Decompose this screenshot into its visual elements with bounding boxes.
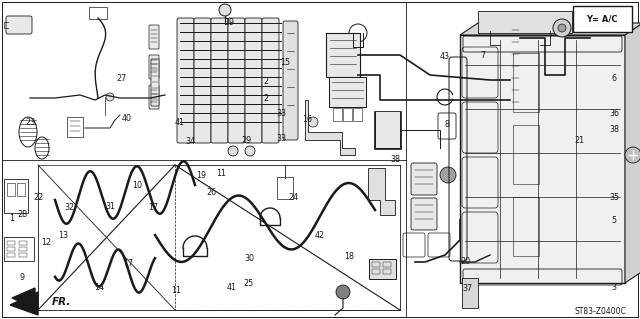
Text: 37: 37 [462,284,472,293]
Text: 41: 41 [174,118,184,127]
FancyBboxPatch shape [329,77,366,107]
Text: 6: 6 [612,74,617,83]
Text: 1: 1 [9,214,14,223]
Circle shape [308,117,318,127]
Text: 8: 8 [444,120,449,129]
Text: 33: 33 [276,134,287,143]
Text: 11: 11 [216,169,226,178]
Circle shape [485,113,495,123]
Text: 20: 20 [461,257,471,266]
Circle shape [553,19,571,37]
Text: 15: 15 [280,58,290,67]
Text: 43: 43 [440,52,450,61]
FancyBboxPatch shape [149,55,159,79]
Text: 33: 33 [276,109,287,118]
Text: 31: 31 [105,202,115,211]
Text: 23: 23 [26,118,36,127]
Circle shape [558,24,566,32]
Circle shape [440,167,456,183]
Text: 24: 24 [288,193,298,202]
Text: 34: 34 [186,137,196,146]
Text: 29: 29 [241,136,252,145]
Text: 21: 21 [574,136,584,145]
Circle shape [106,93,114,101]
Text: 19: 19 [196,171,207,180]
Text: 12: 12 [41,238,51,247]
FancyBboxPatch shape [326,33,360,77]
Polygon shape [625,23,640,283]
Text: 32: 32 [64,203,74,212]
Text: 39: 39 [224,19,234,27]
Text: 38: 38 [609,125,620,134]
Polygon shape [12,288,35,308]
Circle shape [504,74,516,86]
Circle shape [219,4,231,16]
Polygon shape [305,100,355,155]
FancyBboxPatch shape [411,163,437,195]
Circle shape [625,147,640,163]
FancyBboxPatch shape [194,18,211,143]
FancyBboxPatch shape [460,35,625,283]
Text: 25: 25 [243,279,253,288]
Text: 38: 38 [390,155,401,164]
Text: 10: 10 [132,181,143,189]
Circle shape [228,146,238,156]
FancyBboxPatch shape [262,18,279,143]
Text: Y= A/C: Y= A/C [586,14,618,24]
Circle shape [245,146,255,156]
Text: 28: 28 [17,210,28,219]
FancyBboxPatch shape [177,18,194,143]
Text: 17: 17 [148,203,159,212]
FancyBboxPatch shape [228,18,245,143]
Text: 42: 42 [315,231,325,240]
Polygon shape [460,23,640,35]
FancyBboxPatch shape [283,21,298,140]
Text: 14: 14 [94,283,104,292]
Text: 7: 7 [481,51,486,60]
Text: ST83-Z0400C: ST83-Z0400C [574,308,626,316]
Text: 30: 30 [244,254,255,263]
Polygon shape [462,278,478,308]
Text: 40: 40 [122,114,132,122]
Text: 5: 5 [612,216,617,225]
Text: 41: 41 [227,283,237,292]
FancyBboxPatch shape [149,85,159,109]
Text: 3: 3 [612,283,617,292]
Polygon shape [10,292,38,315]
FancyBboxPatch shape [211,18,228,143]
Text: 2: 2 [263,94,268,103]
Text: 27: 27 [116,74,127,83]
FancyBboxPatch shape [508,23,522,127]
Text: 17: 17 [123,259,133,268]
FancyBboxPatch shape [374,111,401,149]
FancyBboxPatch shape [149,25,159,49]
Text: 26: 26 [206,189,216,197]
FancyBboxPatch shape [245,18,262,143]
Text: 18: 18 [344,252,354,261]
Text: 11: 11 [171,286,181,295]
FancyBboxPatch shape [369,259,396,279]
Text: 9: 9 [20,273,25,282]
Text: 22: 22 [33,193,44,202]
Text: 2: 2 [263,77,268,86]
FancyBboxPatch shape [411,198,437,230]
Circle shape [336,285,350,299]
FancyBboxPatch shape [478,11,572,33]
FancyBboxPatch shape [151,59,159,106]
Text: 35: 35 [609,193,620,202]
Text: 36: 36 [609,109,620,118]
FancyBboxPatch shape [573,6,632,32]
Polygon shape [368,168,395,215]
Text: FR.: FR. [52,297,72,307]
Text: 16: 16 [302,115,312,124]
FancyBboxPatch shape [6,16,32,34]
Text: 13: 13 [58,231,68,240]
